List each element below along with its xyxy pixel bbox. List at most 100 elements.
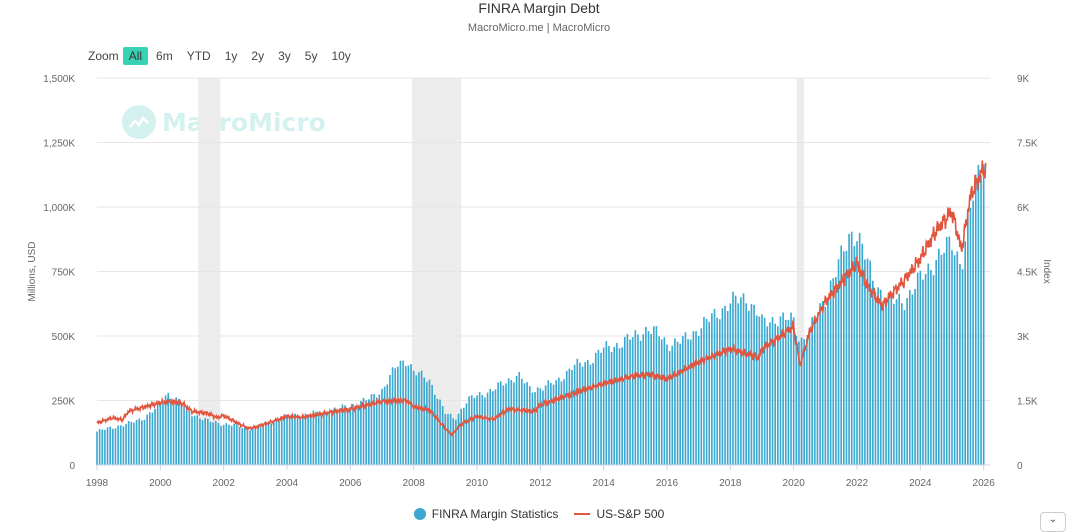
y-right-tick-label: 1.5K (1017, 397, 1038, 408)
margin-debt-bar (877, 287, 879, 465)
margin-debt-bar (436, 398, 439, 465)
margin-debt-bar (243, 426, 246, 465)
margin-debt-bar (724, 305, 726, 465)
margin-debt-bar (185, 405, 188, 465)
zoom-button-6m[interactable]: 6m (156, 49, 173, 63)
margin-debt-bar (146, 414, 148, 465)
margin-debt-bar (587, 360, 589, 465)
margin-debt-bar (576, 358, 579, 465)
margin-debt-bar (251, 429, 254, 465)
margin-debt-bar (431, 384, 433, 465)
margin-debt-bar (544, 385, 547, 465)
y-left-tick-label: 750K (52, 268, 76, 279)
margin-debt-bar (280, 418, 283, 465)
margin-debt-bar (164, 395, 167, 465)
margin-debt-bar (951, 250, 953, 465)
margin-debt-bar (494, 389, 497, 465)
margin-debt-bar (338, 408, 341, 465)
margin-debt-bar (539, 388, 542, 465)
margin-debt-bar (885, 303, 887, 465)
margin-debt-bar (167, 392, 170, 465)
y-left-tick-label: 500K (52, 332, 76, 343)
margin-debt-bar (402, 360, 404, 465)
margin-debt-bar (906, 297, 908, 465)
margin-debt-bar (262, 423, 265, 465)
margin-debt-bar (605, 341, 608, 465)
zoom-button-5y[interactable]: 5y (304, 49, 318, 63)
legend-item-margin[interactable]: FINRA Margin Statistics (413, 507, 558, 521)
margin-debt-bar (193, 415, 196, 465)
margin-debt-bar (721, 308, 724, 465)
margin-debt-bar (415, 375, 418, 465)
margin-debt-bar (882, 302, 885, 465)
margin-debt-bar (397, 366, 399, 465)
margin-debt-bar (352, 403, 354, 465)
margin-debt-bar (177, 398, 180, 465)
margin-debt-bar (344, 405, 346, 465)
margin-debt-bar (96, 431, 98, 465)
margin-debt-bar (853, 246, 856, 465)
margin-debt-bar (444, 414, 447, 465)
margin-debt-bar (370, 394, 373, 465)
margin-debt-bar (869, 260, 872, 465)
margin-debt-bar (697, 335, 700, 465)
zoom-button-3y[interactable]: 3y (278, 49, 291, 63)
y-right-tick-label: 6K (1017, 203, 1030, 214)
legend-item-sp500[interactable]: US-S&P 500 (574, 507, 664, 521)
margin-debt-bar (755, 315, 758, 465)
margin-debt-bar (655, 326, 658, 465)
margin-debt-bar (104, 429, 106, 465)
margin-debt-bar (518, 371, 521, 465)
margin-debt-bar (623, 336, 626, 465)
margin-debt-bar (842, 251, 845, 465)
margin-debt-bar (196, 415, 199, 465)
margin-debt-bar (629, 339, 631, 465)
zoom-button-2y[interactable]: 2y (251, 49, 265, 63)
zoom-button-10y[interactable]: 10y (331, 49, 351, 63)
margin-debt-bar (745, 303, 747, 465)
margin-debt-bar (642, 334, 645, 465)
zoom-button-1y[interactable]: 1y (224, 49, 238, 63)
margin-debt-bar (162, 402, 164, 465)
margin-debt-bar (481, 395, 484, 465)
zoom-button-ytd[interactable]: YTD (186, 49, 211, 63)
margin-debt-bar (803, 339, 806, 465)
x-tick-label: 1998 (86, 478, 109, 489)
margin-debt-bar (117, 425, 119, 465)
margin-debt-bar (829, 280, 832, 465)
y-right-tick-label: 7.5K (1017, 139, 1038, 150)
margin-debt-bar (584, 362, 587, 465)
margin-debt-bar (798, 341, 800, 465)
margin-debt-bar (597, 349, 600, 465)
margin-debt-bar (592, 362, 594, 465)
margin-debt-bar (381, 388, 383, 465)
margin-debt-bar (565, 370, 568, 465)
margin-debt-bar (468, 396, 470, 465)
margin-debt-bar (937, 248, 940, 465)
margin-debt-bar (671, 345, 674, 465)
margin-debt-bar (101, 429, 104, 465)
margin-debt-bar (872, 280, 874, 465)
margin-debt-bar (887, 294, 890, 465)
margin-debt-bar (497, 382, 499, 465)
margin-debt-bar (552, 384, 555, 465)
margin-debt-bar (919, 270, 922, 465)
margin-debt-bar (956, 251, 959, 465)
zoom-button-all[interactable]: All (122, 47, 149, 65)
margin-debt-bar (737, 303, 740, 465)
margin-debt-bar (927, 263, 930, 465)
margin-debt-bar (980, 175, 982, 465)
chevron-down-icon[interactable]: ⌄ (1040, 512, 1066, 532)
margin-debt-bar (967, 213, 969, 465)
margin-debt-bar (911, 294, 914, 465)
margin-debt-bar (265, 421, 267, 465)
margin-debt-bar (507, 378, 510, 465)
margin-debt-bar (317, 414, 320, 465)
margin-debt-bar (608, 345, 610, 465)
margin-debt-bar (180, 404, 183, 465)
margin-debt-bar (581, 366, 584, 465)
y-left-tick-label: 1,000K (43, 203, 75, 214)
margin-debt-bar (354, 405, 357, 465)
margin-debt-bar (647, 331, 650, 465)
margin-debt-bar (199, 418, 201, 465)
